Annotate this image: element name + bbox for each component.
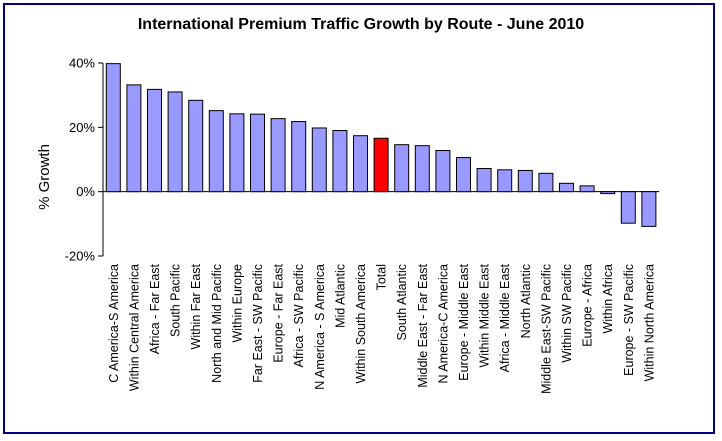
x-tick-label: Within Central America xyxy=(127,264,141,391)
y-tick-label: 0% xyxy=(76,184,95,199)
x-tick-label: North and Mid Pacific xyxy=(210,264,224,383)
x-tick-label: Africa - SW Pacific xyxy=(292,264,306,368)
bar xyxy=(373,137,389,193)
x-tick-label: South Atlantic xyxy=(395,264,409,340)
bar xyxy=(538,172,554,193)
bar xyxy=(559,182,574,193)
x-tick-label: Within Far East xyxy=(189,263,203,349)
bar xyxy=(517,169,533,193)
bar xyxy=(332,130,348,193)
bar xyxy=(311,127,327,193)
y-tick-label: 20% xyxy=(69,120,95,135)
x-tick-label: North Atlantic xyxy=(519,264,533,338)
bar xyxy=(250,113,265,193)
bar xyxy=(435,149,451,193)
bar xyxy=(476,168,492,193)
bar xyxy=(229,113,245,193)
x-tick-label: Mid Atlantic xyxy=(333,264,347,328)
x-tick-label: Far East - SW Pacific xyxy=(251,264,265,383)
x-tick-label: Europe - Africa xyxy=(581,264,595,347)
x-tick-label: Within North America xyxy=(642,264,656,381)
y-axis-label: % Growth xyxy=(36,144,53,210)
bar xyxy=(208,110,224,193)
x-tick-label: C America-S America xyxy=(107,264,121,383)
bar xyxy=(641,191,657,227)
x-tick-label: Within Europe xyxy=(230,264,244,343)
x-tick-label: Within SW Pacific xyxy=(560,264,574,363)
x-tick-label: Within South America xyxy=(354,264,368,384)
chart-labels: 40% 20% 0% -20% C America-S America Within Ce… xyxy=(65,56,657,394)
x-tick-label: Within Africa xyxy=(601,264,615,334)
x-tick-label: N America-C America xyxy=(436,264,450,384)
x-tick-label: Europe - SW Pacific xyxy=(622,264,636,376)
x-tick-label: Middle East-SW Pacific xyxy=(539,264,553,394)
bar xyxy=(105,63,121,193)
y-tick-label: -20% xyxy=(65,249,96,264)
chart-title: International Premium Traffic Growth by … xyxy=(137,16,585,33)
bar xyxy=(270,118,286,193)
bar xyxy=(620,191,636,224)
chart-frame xyxy=(3,3,715,434)
x-tick-label: Europe - Middle East xyxy=(457,263,471,380)
bar xyxy=(600,191,616,195)
bar xyxy=(167,91,183,193)
bar xyxy=(579,185,595,193)
x-tick-label: Africa - Middle East xyxy=(498,263,512,372)
bar xyxy=(147,88,162,193)
chart-bars xyxy=(105,63,657,227)
bar xyxy=(394,144,410,193)
x-tick-label: Within Middle East xyxy=(478,263,492,367)
x-tick-label: Africa - Far East xyxy=(148,263,162,354)
bar xyxy=(497,169,513,193)
y-tick-label: 40% xyxy=(69,56,95,71)
x-tick-label: South Pacific xyxy=(169,264,183,337)
bar xyxy=(414,145,430,193)
bar xyxy=(456,157,471,193)
bar xyxy=(126,84,142,193)
x-tick-label: Total xyxy=(375,264,389,290)
x-tick-label: N America - S America xyxy=(313,264,327,390)
bar xyxy=(291,121,307,193)
bar xyxy=(188,99,204,193)
x-tick-label: Europe - Far East xyxy=(272,263,286,362)
bar xyxy=(353,135,368,193)
x-tick-label: Middle East - Far East xyxy=(416,263,430,387)
